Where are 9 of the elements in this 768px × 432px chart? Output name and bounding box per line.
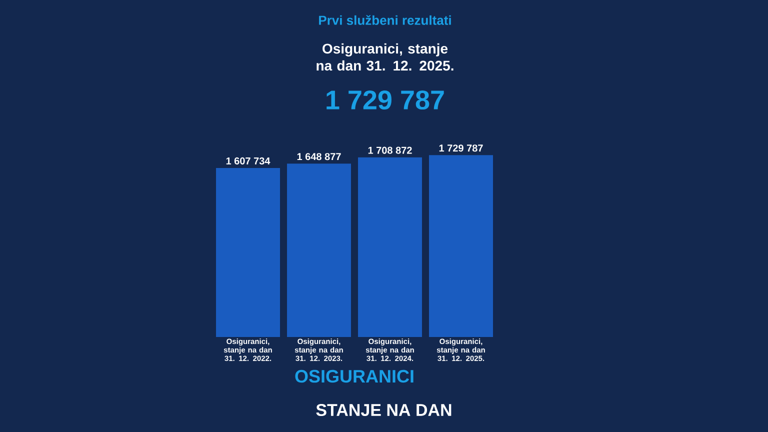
text: 1 729 787 [326,90,444,110]
chart-subtitle: Osiguranici, stanje na dan 31. 12. 2025. [316,43,454,71]
chart-title: Prvi službeni rezultati [319,15,451,25]
data-label: 1 607 734 [226,157,270,164]
data-label: 1 648 877 [297,153,341,160]
x-axis-title: OSIGURANICI [295,370,414,383]
data-label: 1 729 787 [439,144,483,152]
data-label: 1 708 872 [368,146,412,154]
text: STANJE NA DAN [316,404,452,416]
